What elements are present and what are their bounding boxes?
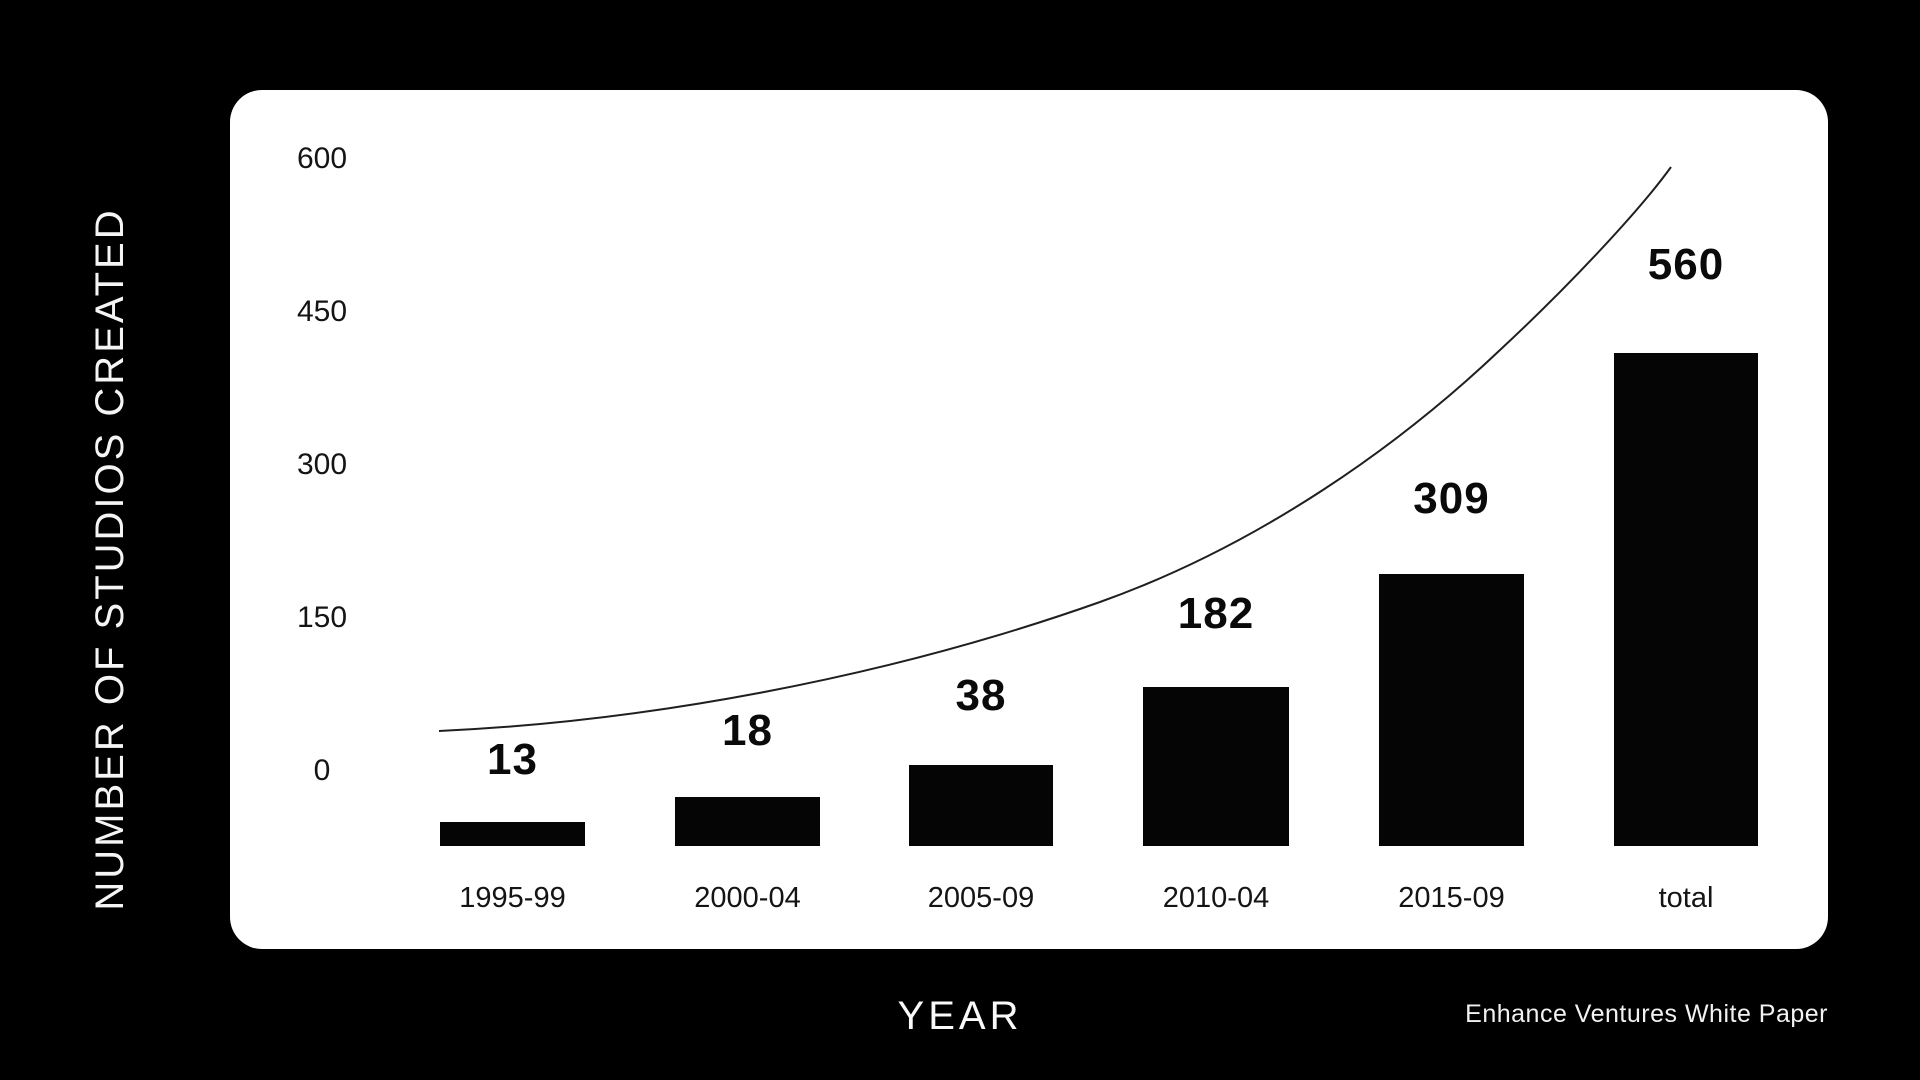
bar-value-label: 38: [955, 671, 1007, 720]
chart-card: 600 450 300 150 0 13 1995-99 18 2000-04 38 2005-0…: [230, 90, 1828, 949]
trend-curve-svg: [438, 166, 1672, 732]
x-category-label: 2005-09: [927, 882, 1035, 914]
bar-value-label: 13: [487, 735, 538, 784]
y-tick-label: 0: [313, 754, 331, 787]
bar-total: [1614, 353, 1758, 846]
x-axis-title: YEAR: [897, 994, 1023, 1038]
x-category-label: 2000-04: [694, 882, 801, 914]
y-tick-label: 300: [296, 448, 348, 481]
bar-value-label: 18: [722, 706, 773, 755]
bar-value-label: 309: [1413, 474, 1490, 523]
bar-2000-04: [675, 797, 820, 846]
x-category-label: 2015-09: [1398, 882, 1505, 914]
bar-value-label: 182: [1177, 589, 1255, 638]
bar-2005-09: [909, 765, 1053, 846]
x-category-label: 1995-99: [459, 882, 566, 914]
y-tick-label: 600: [296, 142, 348, 175]
y-tick-label: 450: [296, 295, 348, 328]
bar-1995-99: [440, 822, 585, 846]
trend-curve: [438, 166, 1672, 732]
y-axis-title: NUMBER OF STUDIOS CREATED: [88, 207, 132, 911]
x-category-label: 2010-04: [1162, 882, 1270, 914]
x-category-label: total: [1658, 882, 1714, 914]
footer-credit: Enhance Ventures White Paper: [1465, 1000, 1828, 1028]
y-tick-label: 150: [296, 601, 348, 634]
bar-value-label: 560: [1647, 240, 1725, 289]
bar-2010-04: [1143, 687, 1289, 846]
bar-2015-09: [1379, 574, 1524, 846]
